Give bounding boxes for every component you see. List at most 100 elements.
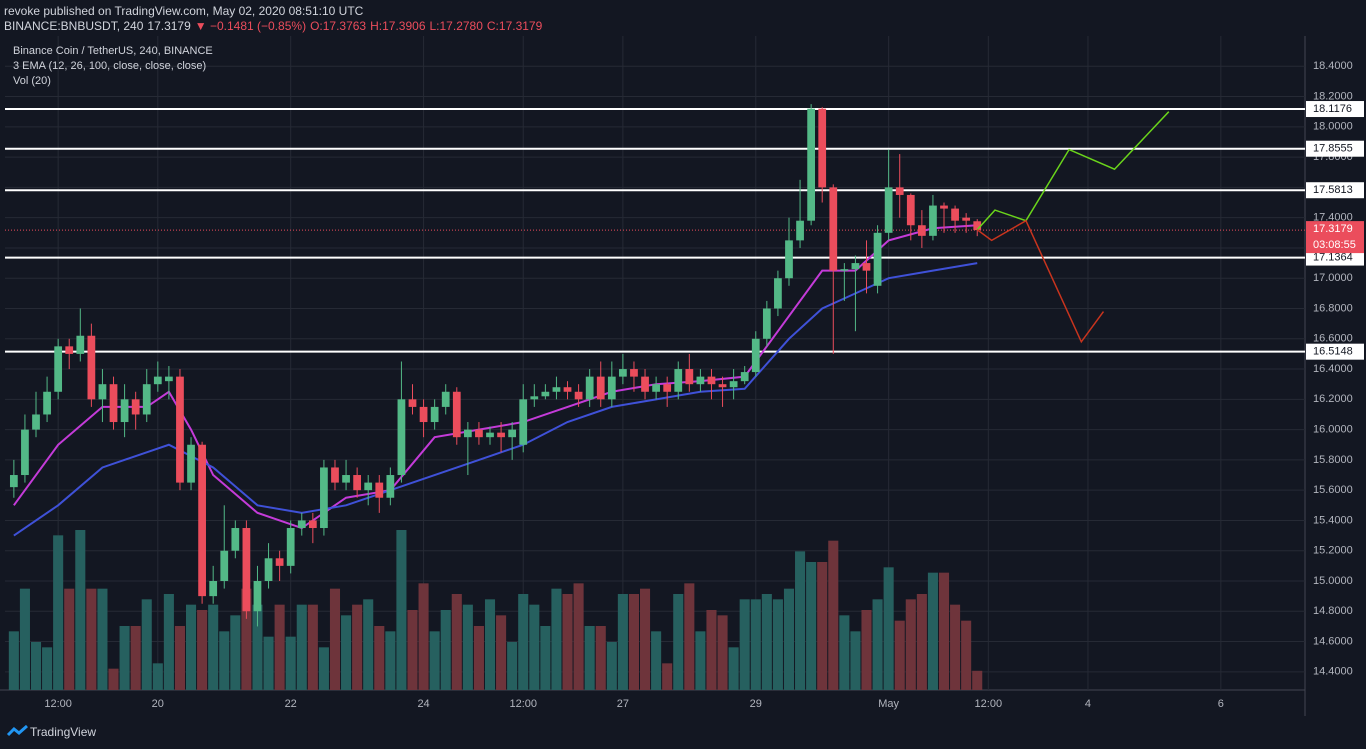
- candle-body: [475, 429, 483, 438]
- candle-body: [563, 387, 572, 392]
- candle-body: [807, 108, 816, 221]
- volume-bar: [274, 604, 285, 690]
- volume-bar: [241, 588, 252, 690]
- candle-body: [829, 187, 838, 271]
- candle-body: [264, 558, 273, 581]
- candle-body: [375, 482, 384, 498]
- y-tick-label: 17.0000: [1313, 272, 1353, 284]
- y-tick-label: 14.8000: [1313, 605, 1353, 617]
- volume-bar: [307, 604, 318, 690]
- brand: TradingView: [30, 725, 96, 739]
- candle-body: [840, 269, 849, 271]
- candle-body: [596, 376, 605, 400]
- candle-body: [497, 432, 505, 438]
- legend-text: Vol (20): [13, 75, 51, 87]
- volume-bar: [916, 594, 927, 690]
- candle-body: [685, 369, 694, 385]
- volume-bar: [64, 588, 75, 690]
- volume-bar: [540, 626, 551, 690]
- volume-bar: [163, 594, 174, 690]
- y-tick-label: 15.4000: [1313, 514, 1353, 526]
- high: H:17.3906: [370, 19, 426, 33]
- y-tick-label: 16.4000: [1313, 363, 1353, 375]
- candle-body: [729, 381, 738, 388]
- candle-body: [353, 475, 362, 491]
- footer-bg: [0, 716, 1366, 749]
- candle-body: [308, 520, 317, 529]
- volume-bar: [551, 588, 562, 690]
- candle-body: [153, 376, 162, 385]
- legend-text: 3 EMA (12, 26, 100, close, close, close): [13, 60, 206, 72]
- candle-body: [663, 384, 672, 392]
- candle-body: [785, 240, 793, 279]
- candle-body: [619, 369, 627, 377]
- level-label-bg: [1306, 182, 1364, 199]
- volume-bar: [208, 604, 219, 690]
- y-tick-label: 18.4000: [1313, 60, 1353, 72]
- candle-body: [652, 384, 660, 392]
- y-tick-label: 16.8000: [1313, 302, 1353, 314]
- candle-body: [286, 528, 295, 566]
- volume-bar: [8, 631, 19, 690]
- x-tick-label: 27: [617, 698, 629, 710]
- candle-body: [209, 581, 218, 597]
- volume-bar: [429, 631, 440, 690]
- y-tick-label: 14.6000: [1313, 635, 1353, 647]
- candle-body: [231, 528, 240, 551]
- candle-body: [176, 376, 184, 483]
- volume-bar: [772, 599, 783, 690]
- volume-bar: [374, 626, 385, 690]
- candle-body: [895, 187, 904, 195]
- candle-body: [906, 194, 915, 226]
- x-tick-label: May: [878, 698, 899, 710]
- volume-bar: [53, 535, 64, 690]
- volume-bar: [197, 610, 208, 690]
- x-tick-label: 24: [417, 698, 429, 710]
- candle-body: [707, 376, 716, 385]
- volume-bar: [484, 599, 496, 690]
- candle-body: [65, 346, 74, 354]
- candle-body: [419, 406, 428, 423]
- volume-bar: [263, 636, 274, 690]
- level-label-bg: [1306, 343, 1364, 360]
- y-tick-label: 15.0000: [1313, 575, 1353, 587]
- low: L:17.2780: [429, 19, 483, 33]
- countdown: 03:08:55: [1313, 239, 1356, 251]
- projection-line: [976, 219, 1105, 344]
- candle-body: [962, 217, 971, 221]
- candle-body: [641, 376, 649, 392]
- volume-bar: [595, 626, 606, 690]
- volume-bar: [562, 594, 573, 690]
- level-label: 18.1176: [1313, 103, 1352, 115]
- volume-bar: [462, 604, 473, 690]
- volume-bar: [783, 588, 795, 690]
- volume-bar: [363, 599, 374, 690]
- candle-body: [530, 396, 539, 400]
- candle-body: [607, 376, 616, 400]
- volume-bar: [584, 626, 595, 690]
- volume-bar: [761, 594, 772, 690]
- volume-bar: [19, 588, 30, 690]
- volume-bar: [728, 647, 739, 690]
- x-tick-label: 29: [750, 698, 762, 710]
- candle-body: [76, 335, 85, 354]
- volume-bar: [894, 620, 905, 690]
- candle-body: [187, 444, 195, 483]
- candle-body: [220, 550, 229, 581]
- volume-bar: [905, 599, 916, 690]
- y-tick-label: 16.6000: [1313, 333, 1353, 345]
- volume-bar: [927, 572, 938, 690]
- projection-line: [976, 111, 1170, 231]
- volume-bar: [86, 588, 97, 690]
- candle-body: [54, 346, 63, 392]
- published: revoke published on TradingView.com, May…: [4, 4, 364, 18]
- volume-bar: [795, 551, 806, 690]
- level-label: 17.1364: [1313, 251, 1353, 263]
- candle-body: [242, 528, 251, 612]
- candle-body: [120, 399, 129, 423]
- volume-bar: [185, 604, 197, 690]
- x-tick-label: 22: [285, 698, 297, 710]
- volume-bar: [739, 599, 750, 690]
- volume-bar: [872, 599, 883, 690]
